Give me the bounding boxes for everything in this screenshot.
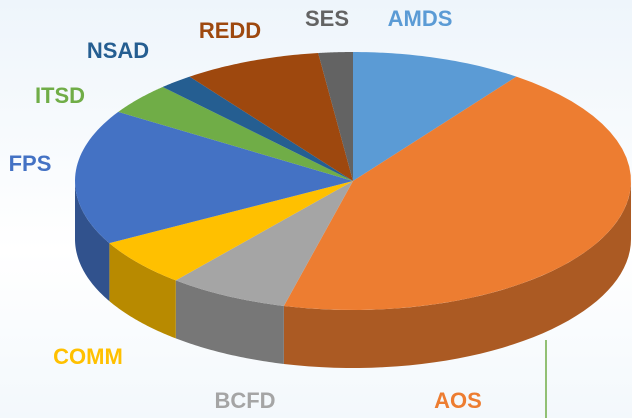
slice-side [175, 280, 284, 364]
slice-label: FPS [9, 151, 52, 176]
slice-label: AOS [434, 388, 482, 413]
slice-label: ITSD [35, 83, 85, 108]
slice [353, 52, 517, 181]
slice [109, 181, 353, 281]
slice [189, 53, 353, 181]
slice-side [283, 181, 631, 368]
slice-label: AMDS [388, 6, 453, 31]
slice [75, 111, 354, 244]
slice [162, 76, 353, 181]
slice [175, 181, 353, 306]
slice [283, 76, 631, 310]
slice-side [109, 243, 176, 339]
slice-label: REDD [199, 18, 261, 43]
slice-label: NSAD [87, 38, 149, 63]
slice-label: COMM [53, 344, 123, 369]
slice-label: SES [305, 6, 349, 31]
slice-label: BCFD [214, 388, 275, 413]
slice [318, 52, 353, 181]
slice [118, 86, 353, 181]
slice-side [75, 181, 110, 302]
